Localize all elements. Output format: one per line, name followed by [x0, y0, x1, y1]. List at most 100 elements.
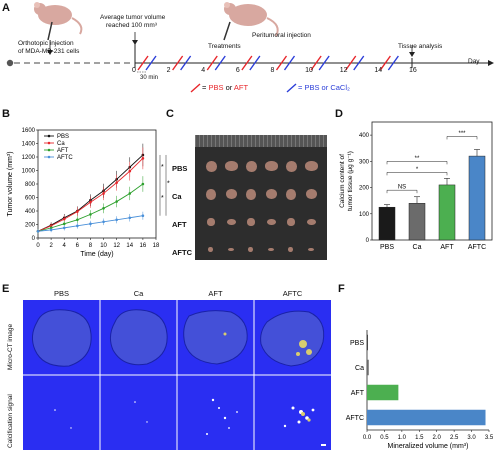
x-tick-label: PBS: [380, 244, 394, 251]
sig-mark: *: [416, 167, 419, 173]
series-line-pbs: [37, 154, 144, 232]
x-tick-label: 2: [49, 243, 53, 249]
y-tick-label: 1600: [22, 128, 36, 134]
timeline-tick-label: 10: [305, 67, 313, 74]
y-tick-label: 1200: [22, 155, 36, 161]
tumor-sample: [247, 218, 255, 226]
tissue-analysis-text: Tissue analysis: [398, 43, 443, 50]
data-point: [115, 218, 118, 222]
tumor-sample: [248, 247, 254, 253]
legend-entry: AFT: [57, 148, 69, 154]
data-point: [36, 229, 40, 233]
y-tick-label: Ca: [355, 365, 364, 372]
red-treatment-mark: [345, 55, 357, 71]
data-point: [128, 216, 132, 220]
tumor-volume-chart: 0 200 400 600 800 1000 1200 1400 1600 0 2 4 6 8 10 12 14…: [7, 128, 170, 258]
x-tick-label: 10: [100, 243, 107, 249]
legend-blue: = PBS or CaCl₂: [286, 83, 350, 93]
y-axis-label: Tumor volume (mm³): [7, 151, 14, 216]
data-point: [89, 200, 92, 204]
y-tick-label: PBS: [350, 340, 364, 347]
y-tick-label: 200: [359, 186, 370, 192]
row-label-calcification: Calcification signal: [7, 394, 14, 448]
data-point: [89, 213, 92, 216]
red-treatment-mark: [206, 55, 218, 71]
hbar-aft: [367, 384, 399, 401]
y-axis-label: tumor tissue (μg g⁻¹): [347, 151, 354, 211]
x-tick-label: 6: [76, 243, 80, 249]
row-label-microct: Micro-CT image: [7, 323, 14, 370]
tumor-sample: [225, 189, 238, 200]
data-point: [76, 218, 79, 222]
timeline-tick-label: 6: [235, 67, 240, 74]
x-tick-label: 8: [89, 243, 93, 249]
data-point: [141, 214, 145, 218]
blue-treatment-mark: [353, 55, 365, 71]
data-point: [128, 192, 132, 195]
mouse-icon: [224, 2, 279, 37]
y-tick-label: 300: [359, 159, 370, 165]
data-point: [62, 226, 66, 230]
tumor-sample: [226, 218, 236, 225]
y-tick-label: 100: [359, 212, 370, 218]
data-point: [62, 222, 66, 226]
blue-treatment-mark: [214, 55, 226, 71]
timeline-tick-label: 0: [132, 67, 136, 74]
tumor-sample: [265, 189, 278, 200]
x-tick-label: 0: [36, 243, 40, 249]
x-tick-label: 14: [126, 243, 133, 249]
data-point: [49, 228, 53, 232]
sig-mark: ***: [167, 180, 170, 187]
bar-pbs: [378, 206, 396, 241]
sig-mark: *: [161, 195, 164, 202]
data-point: [102, 220, 105, 224]
data-point: [115, 200, 118, 203]
x-tick-label: 16: [140, 243, 147, 249]
hbar-aftc: [367, 409, 486, 426]
y-tick-label: AFT: [351, 390, 365, 397]
data-point: [141, 157, 145, 160]
bar-ca: [408, 203, 426, 241]
photo-row-label: AFT: [172, 220, 187, 229]
x-tick-label: 12: [113, 243, 120, 249]
mineralized-volume-chart: 0.0 0.5 1.0 1.5 2.0 2.5 3.0 3.5 Mineralized volu…: [346, 330, 494, 450]
panel-d-label: D: [335, 108, 343, 120]
x-tick-label: AFT: [440, 244, 454, 251]
avg-volume-text: Average tumor volume reached 100 mm³: [100, 14, 166, 29]
red-treatment-mark: [379, 55, 391, 71]
tumor-sample: [225, 161, 238, 172]
photo-row-label: Ca: [172, 192, 182, 201]
blue-treatment-mark: [387, 55, 399, 71]
red-treatment-mark: [172, 55, 184, 71]
tumor-sample: [227, 247, 234, 252]
x-tick-label: 1.0: [398, 435, 407, 441]
panel-e-label: E: [2, 283, 10, 295]
tumor-sample: [305, 189, 318, 200]
photo-row-label: PBS: [172, 164, 188, 173]
y-tick-label: 1400: [22, 142, 36, 148]
syringe-icon: [47, 21, 53, 41]
min30-label: 30 min: [140, 75, 159, 81]
sig-mark: **: [415, 156, 420, 162]
data-point: [141, 182, 145, 186]
calcium-bar-chart: 0 100 200 300 400 PBS Ca AFT AFTC Calcium content…: [339, 121, 493, 251]
panel-b-label: B: [2, 108, 10, 120]
tumor-sample: [207, 218, 215, 226]
tumor-sample: [265, 161, 278, 172]
y-tick-label: 800: [25, 182, 36, 188]
micro-ct-grid: [23, 300, 331, 450]
blue-treatment-mark: [180, 55, 192, 71]
tumor-sample: [287, 218, 295, 226]
tumor-sample: [288, 247, 294, 253]
blue-treatment-mark: [283, 55, 296, 71]
tumor-sample: [208, 247, 214, 253]
hbar-pbs: [367, 334, 368, 351]
y-tick-label: AFTC: [346, 415, 364, 422]
ruler: [195, 135, 327, 147]
tumor-photo: [195, 135, 327, 260]
y-tick-label: 0: [32, 236, 36, 242]
x-tick-label: 2.0: [433, 435, 442, 441]
tumor-sample: [305, 161, 318, 172]
photo-row-label: AFTC: [172, 248, 192, 257]
plot-frame: [37, 129, 157, 239]
